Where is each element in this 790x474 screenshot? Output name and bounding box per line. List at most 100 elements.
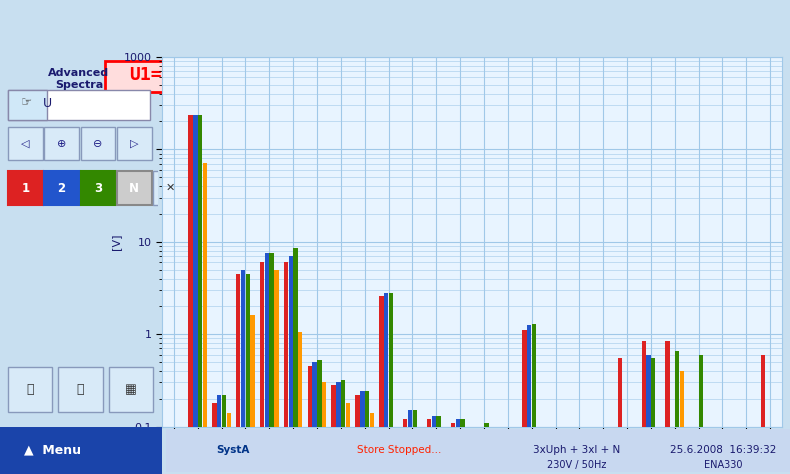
FancyBboxPatch shape [117,127,152,160]
FancyBboxPatch shape [564,61,711,91]
Text: 💾: 💾 [77,383,85,396]
Text: ✕: ✕ [166,183,175,193]
Bar [260,262,265,474]
FancyBboxPatch shape [8,367,52,412]
Bar [193,115,198,474]
Bar [337,383,340,474]
Bar [250,315,255,474]
Bar [307,366,312,474]
Text: U2=232,8V: U2=232,8V [283,66,380,84]
Text: 2: 2 [58,182,66,195]
FancyBboxPatch shape [258,61,404,91]
Bar [532,324,536,474]
Bar [484,423,488,474]
Bar [618,358,622,474]
Bar [269,253,274,474]
Bar [360,392,364,474]
Bar [641,341,646,474]
FancyBboxPatch shape [58,367,103,412]
Bar [412,410,417,474]
Text: ⊕: ⊕ [57,139,66,149]
Bar [522,330,527,474]
Bar [389,293,393,474]
Text: Store Stopped...: Store Stopped... [357,445,441,456]
Y-axis label: [V]: [V] [111,234,121,250]
Bar [646,355,651,474]
FancyBboxPatch shape [8,172,43,205]
Text: ⊖: ⊖ [93,139,103,149]
Bar [312,362,317,474]
FancyBboxPatch shape [498,429,656,472]
Text: ◁: ◁ [21,139,29,149]
Bar [332,385,336,474]
FancyBboxPatch shape [411,61,558,91]
FancyBboxPatch shape [117,172,152,205]
FancyBboxPatch shape [8,90,47,120]
Bar [246,274,250,474]
FancyBboxPatch shape [44,172,79,205]
Bar [451,423,455,474]
Bar [651,358,656,474]
Bar [203,164,207,474]
Bar [356,395,359,474]
Bar [346,403,350,474]
Bar [298,332,303,474]
Bar [217,395,221,474]
Bar [436,416,441,474]
Text: SystA: SystA [216,445,250,456]
Bar [527,325,532,474]
FancyBboxPatch shape [81,127,115,160]
Bar [699,355,703,474]
Text: 3xUph + 3xI + N: 3xUph + 3xI + N [533,445,620,456]
Text: 3: 3 [94,182,102,195]
Text: ENA330: ENA330 [704,460,742,471]
Bar [317,360,322,474]
FancyBboxPatch shape [0,427,162,474]
Bar [284,262,288,474]
Text: ▷: ▷ [130,139,138,149]
Bar [213,403,216,474]
FancyBboxPatch shape [656,429,790,472]
Text: U: U [43,97,52,109]
Bar [379,296,384,474]
FancyBboxPatch shape [109,367,153,412]
Text: 230V / 50Hz: 230V / 50Hz [547,460,607,471]
Bar [236,274,240,474]
Text: Advanced
Spectra: Advanced Spectra [48,68,110,90]
Bar [665,341,670,474]
Bar [341,380,345,474]
Bar [293,248,298,474]
Text: 1: 1 [21,182,29,195]
FancyBboxPatch shape [8,127,43,160]
Bar [431,416,436,474]
Bar [322,383,326,474]
Bar [288,256,293,474]
Bar [384,293,389,474]
Bar [761,355,766,474]
FancyBboxPatch shape [8,90,150,120]
Text: U1=232,4V: U1=232,4V [130,66,228,84]
Bar [265,253,269,474]
Bar [241,270,245,474]
FancyBboxPatch shape [44,127,79,160]
Text: U4=70,23V: U4=70,23V [589,66,687,84]
Text: ▦: ▦ [126,383,137,396]
Bar [427,419,431,474]
FancyBboxPatch shape [105,61,252,91]
Text: N: N [130,182,139,195]
Text: ▲  Menu: ▲ Menu [24,444,81,457]
Bar [274,270,279,474]
Bar [408,410,412,474]
Bar [403,419,408,474]
Text: ☞: ☞ [21,97,32,109]
FancyBboxPatch shape [300,429,498,472]
Text: 25.6.2008  16:39:32: 25.6.2008 16:39:32 [670,445,776,456]
Bar [417,427,422,474]
Bar [222,395,226,474]
Bar [188,116,193,474]
Bar [365,392,369,474]
FancyBboxPatch shape [81,172,115,205]
Bar [675,351,679,474]
Text: 🖨: 🖨 [26,383,34,396]
Bar [198,115,202,474]
